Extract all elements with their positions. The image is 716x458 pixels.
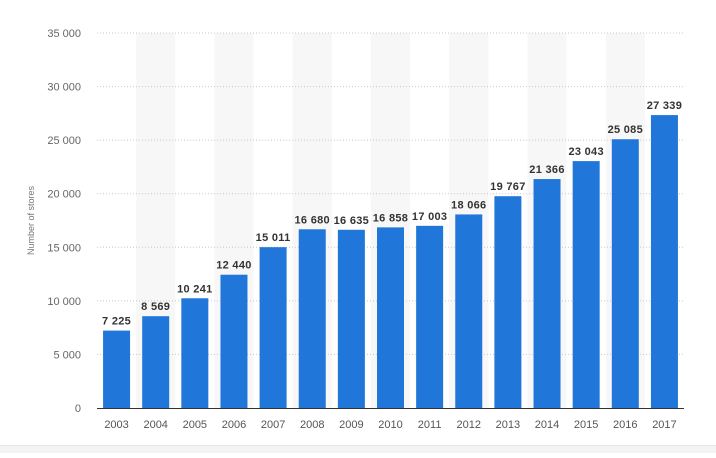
- data-label-2014: 21 366: [529, 164, 564, 176]
- x-tick-label: 2014: [535, 419, 559, 431]
- bottom-strip: [0, 445, 716, 453]
- bar-2017: [650, 115, 678, 408]
- y-tick-label: 30 000: [47, 82, 81, 94]
- data-label-2013: 19 767: [490, 181, 525, 193]
- bar-2004: [142, 316, 170, 408]
- x-tick-label: 2005: [183, 419, 207, 431]
- data-label-2017: 27 339: [647, 100, 682, 112]
- data-label-2006: 12 440: [216, 260, 251, 272]
- bar-2008: [298, 229, 326, 408]
- data-label-2004: 8 569: [141, 301, 170, 313]
- x-tick-label: 2009: [339, 419, 363, 431]
- x-tick-label: 2012: [457, 419, 481, 431]
- y-tick-label: 35 000: [47, 28, 81, 40]
- x-tick-label: 2003: [104, 419, 128, 431]
- y-tick-label: 5 000: [53, 349, 81, 361]
- bar-2011: [416, 225, 444, 408]
- y-tick-label: 10 000: [47, 296, 81, 308]
- x-tick-label: 2007: [261, 419, 285, 431]
- data-label-2009: 16 635: [334, 215, 369, 227]
- bar-2009: [337, 229, 365, 408]
- bar-2006: [220, 274, 248, 408]
- x-tick-label: 2010: [378, 419, 402, 431]
- data-label-2010: 16 858: [373, 212, 408, 224]
- data-label-2008: 16 680: [295, 214, 330, 226]
- data-label-2011: 17 003: [412, 211, 447, 223]
- data-label-2007: 15 011: [256, 232, 291, 244]
- data-label-2016: 25 085: [608, 124, 643, 136]
- x-tick-label: 2017: [652, 419, 676, 431]
- x-tick-label: 2008: [300, 419, 324, 431]
- x-tick-label: 2015: [574, 419, 598, 431]
- x-tick-label: 2011: [418, 419, 442, 431]
- bar-2015: [572, 161, 600, 408]
- bar-2013: [494, 196, 522, 408]
- data-label-2005: 10 241: [177, 283, 212, 295]
- bar-2005: [181, 298, 209, 408]
- y-tick-label: 20 000: [47, 189, 81, 201]
- y-axis-title: Number of stores: [26, 185, 36, 255]
- bar-2014: [533, 179, 561, 408]
- data-label-2015: 23 043: [568, 146, 603, 158]
- bar-2010: [377, 227, 404, 408]
- x-tick-label: 2016: [613, 419, 637, 431]
- bar-2003: [103, 330, 131, 408]
- x-tick-label: 2006: [222, 419, 246, 431]
- bar-2007: [259, 247, 287, 408]
- x-tick-label: 2004: [143, 419, 167, 431]
- bar-2012: [455, 214, 483, 408]
- data-label-2012: 18 066: [451, 199, 486, 211]
- y-tick-label: 0: [75, 403, 81, 415]
- y-tick-label: 15 000: [47, 242, 81, 254]
- y-tick-label: 25 000: [47, 135, 81, 147]
- bar-2016: [611, 139, 639, 408]
- data-label-2003: 7 225: [102, 316, 131, 328]
- x-tick-label: 2013: [496, 419, 520, 431]
